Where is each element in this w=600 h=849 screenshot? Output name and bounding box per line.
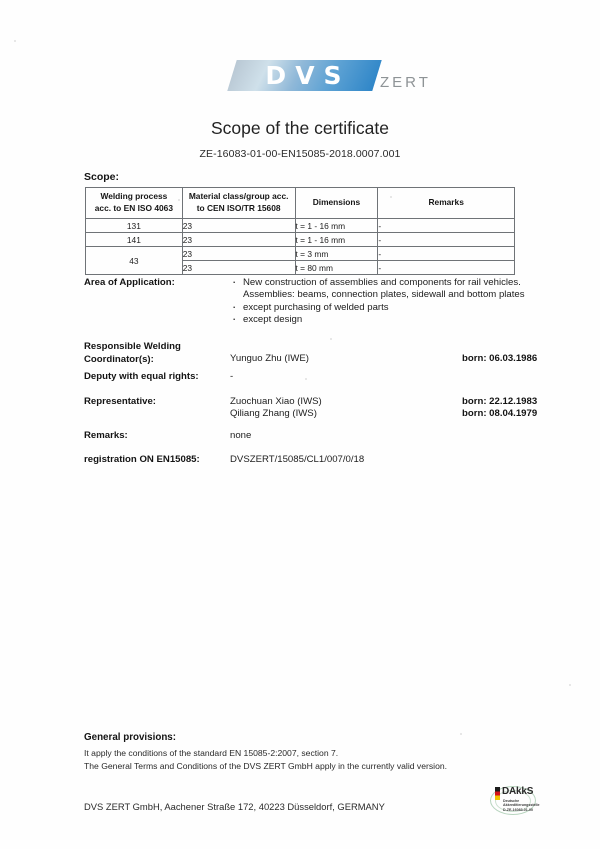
dakks-name: DAkkS <box>502 786 534 797</box>
logo-letter-s: S <box>323 61 344 90</box>
general-provisions-line1: It apply the conditions of the standard … <box>84 748 339 758</box>
column-header-line1: Dimensions <box>312 196 361 207</box>
field-area-of-application: Area of Application: New construction of… <box>84 276 554 333</box>
column-header-welding-process: Welding process acc. to EN ISO 4063 <box>85 187 183 219</box>
logo-letter-v: V <box>295 61 317 90</box>
cell-dimensions: t = 1 - 16 mm <box>294 218 379 233</box>
field-label-responsible-welding-coordinator: Responsible Welding Coordinator(s): <box>84 341 181 366</box>
field-label-line2: Coordinator(s): <box>84 353 154 365</box>
list-item: New construction of assemblies and compo… <box>230 276 525 289</box>
table-row: 23 t = 80 mm - <box>86 260 515 275</box>
field-remarks: Remarks: none <box>84 430 554 444</box>
dakks-accreditation-logo: DAkkS Deutsche Akkreditierungsstelle D-Z… <box>490 786 559 816</box>
field-responsible-welding-coordinator: Responsible Welding Coordinator(s): Yung… <box>84 341 554 367</box>
scan-artifact <box>178 199 180 201</box>
cell-material-class: 23 <box>181 260 296 275</box>
remarks-value: none <box>230 430 252 441</box>
cell-welding-process: 131 <box>85 218 183 233</box>
cell-material-class: 23 <box>181 232 296 247</box>
cell-welding-process: 43 <box>85 246 183 275</box>
scan-artifact <box>14 40 16 42</box>
scope-table: Welding process acc. to EN ISO 4063 Mate… <box>85 187 515 275</box>
deputy-value: - <box>230 371 234 382</box>
logo-dvs-letters: D V S <box>232 60 377 91</box>
table-row: 141 23 t = 1 - 16 mm - <box>85 232 515 247</box>
representative-born-date: born: 08.04.1979 <box>462 408 538 419</box>
general-provisions-title: General provisions: <box>84 732 177 743</box>
field-label-area-of-application: Area of Application: <box>84 277 175 288</box>
logo-wordmark-zert: ZERT <box>380 74 431 91</box>
cell-remarks: - <box>377 232 515 247</box>
cell-dimensions: t = 1 - 16 mm <box>294 232 379 247</box>
field-representative: Representative: Zuochuan Xiao (IWS) born… <box>84 396 554 424</box>
dakks-subtext-line1: Deutsche <box>503 799 520 803</box>
field-label-line1: Responsible Welding <box>84 341 181 352</box>
cell-dimensions: t = 80 mm <box>294 260 379 275</box>
list-item-continuation: Assemblies: beams, connection plates, si… <box>243 289 525 301</box>
column-header-line1: Welding process <box>100 191 168 201</box>
page-title: Scope of the certificate <box>210 118 390 138</box>
coordinator-born-date: born: 06.03.1986 <box>462 353 538 364</box>
table-header-row: Welding process acc. to EN ISO 4063 Mate… <box>85 187 515 219</box>
footer-address: DVS ZERT GmbH, Aachener Straße 172, 4022… <box>84 801 385 812</box>
area-of-application-bullet-list: New construction of assemblies and compo… <box>230 276 525 327</box>
dakks-subtext-line3: D-ZE-16083-01-00 <box>503 807 533 812</box>
german-flag-icon <box>495 787 500 800</box>
scan-artifact <box>390 196 392 198</box>
certificate-number: ZE-16083-01-00-EN15085-2018.0007.001 <box>199 148 401 160</box>
field-label-remarks: Remarks: <box>84 430 128 441</box>
cell-material-class: 23 <box>181 218 296 233</box>
scope-section-label: Scope: <box>84 171 120 183</box>
field-label-representative: Representative: <box>84 396 156 407</box>
cell-dimensions: t = 3 mm <box>294 246 379 261</box>
cell-welding-process: 141 <box>85 232 183 247</box>
list-item: except purchasing of welded parts <box>230 301 525 314</box>
cell-remarks: - <box>377 246 515 261</box>
coordinator-name: Yunguo Zhu (IWE) <box>230 353 309 364</box>
field-label-deputy: Deputy with equal rights: <box>84 371 199 382</box>
cell-material-class: 23 <box>181 246 296 261</box>
field-deputy: Deputy with equal rights: - <box>84 371 554 385</box>
dakks-arc-inner-icon <box>495 790 531 812</box>
column-header-dimensions: Dimensions <box>294 187 379 219</box>
column-header-line1: Remarks <box>428 196 464 207</box>
representative-born-date: born: 22.12.1983 <box>462 396 538 407</box>
column-header-line2: acc. to EN ISO 4063 <box>94 202 173 213</box>
scan-artifact <box>569 684 571 686</box>
table-row: 43 23 t = 3 mm - <box>85 246 515 275</box>
field-label-registration: registration ON EN15085: <box>84 454 200 465</box>
column-header-remarks: Remarks <box>377 187 515 219</box>
dakks-subtext-line2: Akkreditierungsstelle <box>503 803 540 808</box>
logo-letter-d: D <box>265 61 289 90</box>
representative-name: Qiliang Zhang (IWS) <box>230 408 317 419</box>
cell-remarks: - <box>377 260 515 275</box>
scan-artifact <box>460 733 462 735</box>
column-header-material-class: Material class/group acc. to CEN ISO/TR … <box>181 187 296 219</box>
scan-artifact <box>330 338 332 340</box>
general-provisions-line2: The General Terms and Conditions of the … <box>84 761 448 771</box>
list-item: except design <box>230 313 525 326</box>
column-header-line1: Material class/group acc. <box>188 191 289 201</box>
cell-remarks: - <box>377 218 515 233</box>
table-row: 131 23 t = 1 - 16 mm - <box>85 218 515 233</box>
column-header-line2: to CEN ISO/TR 15608 <box>196 202 281 213</box>
representative-name: Zuochuan Xiao (IWS) <box>230 396 322 407</box>
dakks-subtext: Deutsche Akkreditierungsstelle D-ZE-1608… <box>503 799 559 812</box>
dvs-zert-logo: D V S ZERT <box>227 58 428 98</box>
scan-artifact <box>305 378 307 380</box>
field-registration: registration ON EN15085: DVSZERT/15085/C… <box>84 454 554 468</box>
dakks-arc-icon <box>490 786 536 815</box>
registration-value: DVSZERT/15085/CL1/007/0/18 <box>230 454 365 465</box>
